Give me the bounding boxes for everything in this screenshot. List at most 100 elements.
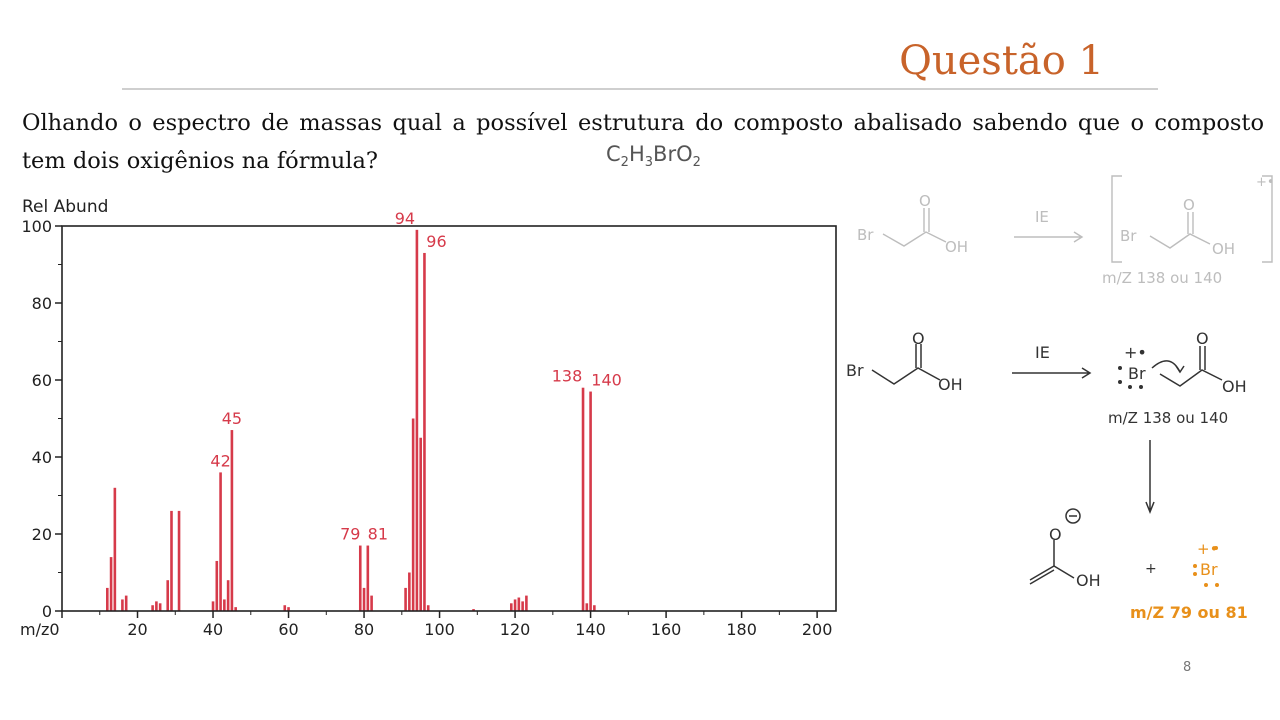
spectrum-peak	[423, 252, 426, 611]
faded-oh: OH	[945, 238, 968, 256]
x-tick-label: 20	[127, 620, 147, 639]
faded-br: Br	[857, 226, 874, 244]
br-radical-dots	[1193, 546, 1219, 587]
plot-frame	[61, 225, 837, 612]
main-o: O	[912, 329, 925, 348]
spectrum-peak	[158, 603, 162, 611]
ie-arrow-icon	[1012, 367, 1092, 379]
spectrum-peak	[283, 605, 287, 611]
spectrum-peak	[509, 603, 513, 611]
spectrum-peak	[230, 430, 234, 611]
main-carbonyl	[915, 344, 922, 368]
peak-label: 79	[340, 525, 360, 544]
ion-oh: OH	[1222, 377, 1247, 396]
spectrum-peak	[589, 391, 592, 611]
spectrum-peak	[177, 510, 181, 611]
spectrum-peak	[426, 605, 430, 611]
spectrum-peak	[408, 572, 411, 611]
peak-label: 96	[426, 232, 446, 251]
spectrum-peak	[358, 545, 362, 611]
main-mz: m/Z 138 ou 140	[1108, 409, 1228, 427]
spectrum-peak	[472, 609, 475, 611]
y-tick-label: 80	[32, 294, 52, 313]
faded-ion-carbonyl	[1187, 212, 1194, 234]
product-plus: +	[1145, 561, 1157, 577]
x-tick-label: 180	[726, 620, 757, 639]
x-tick-label: 80	[354, 620, 374, 639]
x-tick-label: 200	[802, 620, 833, 639]
spectrum-peak	[366, 545, 370, 611]
spectrum-peak	[121, 599, 124, 611]
peak-label: 81	[368, 525, 388, 544]
spectrum-peak	[155, 601, 158, 611]
faded-brackets	[1111, 175, 1273, 263]
formula-h: H	[628, 142, 645, 166]
spectrum-peak	[411, 418, 415, 611]
spectrum-peak	[113, 487, 117, 611]
y-axis-label: Rel Abund	[22, 197, 108, 217]
spectrum-peak	[585, 603, 589, 611]
spectrum-peak	[106, 587, 109, 611]
spectrum-peak	[234, 607, 237, 611]
spectrum-peak	[521, 601, 524, 611]
spectrum-peak	[219, 472, 222, 611]
spectrum-peak	[404, 587, 407, 611]
page-number: 8	[1183, 660, 1192, 675]
ion-bonds	[1159, 369, 1223, 387]
formula-c: C	[606, 142, 621, 166]
ion-carbonyl	[1199, 346, 1206, 370]
spectrum-peak	[415, 229, 419, 611]
x-tick-label: 0	[49, 620, 59, 639]
curved-arrowhead-icon	[1175, 365, 1185, 374]
product-o: O	[1049, 525, 1062, 544]
spectrum-peak	[211, 601, 215, 611]
spectrum-peak	[513, 599, 517, 611]
x-tick-label: 120	[500, 620, 531, 639]
x-axis-label-text: m/z	[20, 620, 49, 639]
spectrum-peak	[525, 595, 528, 611]
y-tick-label: 60	[32, 371, 52, 390]
faded-bond-chain	[882, 231, 947, 247]
enol-double-bond	[1029, 569, 1055, 585]
faded-carbonyl	[923, 208, 930, 232]
x-tick-label: 160	[651, 620, 682, 639]
peak-label: 140	[591, 371, 622, 390]
products-structure	[1029, 508, 1081, 585]
radical-dots	[1118, 350, 1144, 389]
spectrum-peak	[370, 595, 373, 611]
faded-o: O	[919, 192, 931, 210]
formula-o-sub: 2	[692, 155, 701, 171]
faded-ion-bonds	[1149, 233, 1211, 249]
faded-charge: +•	[1256, 175, 1275, 190]
br-charge: +•	[1197, 540, 1218, 558]
y-tick-label: 40	[32, 448, 52, 467]
peak-label: 42	[210, 451, 230, 470]
faded-arrow-icon	[1014, 231, 1084, 243]
question-text: Olhando o espectro de massas qual a poss…	[22, 110, 1264, 174]
title-divider	[122, 88, 1158, 90]
formula-c-sub: 2	[620, 155, 629, 171]
peak-label: 138	[552, 367, 583, 386]
spectrum-peak	[151, 605, 154, 611]
main-ie-label: IE	[1035, 343, 1050, 362]
x-tick-label: 100	[424, 620, 455, 639]
products-mz: m/Z 79 ou 81	[1130, 603, 1248, 622]
spectrum-peak	[109, 557, 113, 611]
formula-h-sub: 3	[644, 155, 654, 171]
molecular-formula: C2H3BrO2	[606, 142, 701, 170]
spectrum-peak	[215, 560, 219, 611]
main-br: Br	[846, 361, 864, 380]
spectrum-peak	[226, 580, 230, 611]
faded-ion-br: Br	[1120, 227, 1137, 245]
formula-bro: BrO	[653, 142, 693, 166]
radical-br: Br	[1128, 364, 1146, 383]
peak-label: 94	[395, 209, 415, 228]
faded-reaction	[882, 175, 1273, 263]
br-radical: Br	[1200, 560, 1218, 579]
spectrum-peak	[170, 510, 173, 611]
spectrum-peak	[419, 437, 422, 611]
y-tick-label: 100	[21, 217, 52, 236]
main-bond-chain	[871, 367, 941, 385]
faded-ion-o: O	[1183, 196, 1195, 214]
